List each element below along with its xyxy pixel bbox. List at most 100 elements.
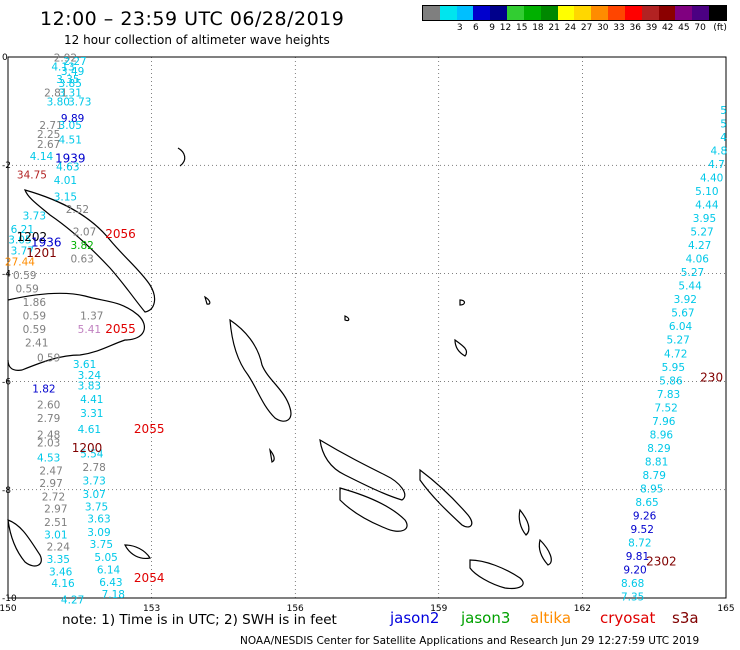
scale-swatch-15	[675, 6, 693, 20]
scale-swatch-10	[591, 6, 609, 20]
wave-height-value: 3.01	[44, 529, 67, 541]
wave-height-value: 4.16	[51, 578, 75, 590]
wave-height-value: 5.27	[681, 267, 704, 279]
scale-label-3: 12	[499, 23, 512, 33]
wave-height-value: 2.03	[37, 438, 60, 450]
wave-height-value: 5.54	[80, 448, 104, 460]
wave-height-value: 2.78	[82, 462, 105, 474]
wave-height-value: 2.67	[37, 139, 60, 151]
wave-height-value: 5.10	[695, 186, 718, 198]
y-tick-label: -10	[2, 594, 17, 604]
scale-label-0: 3	[456, 23, 463, 33]
scale-label-11: 36	[629, 23, 641, 33]
wave-height-value: 4.72	[664, 348, 687, 360]
wave-height-value: 3.75	[85, 501, 108, 513]
wave-height-value: 1.86	[23, 297, 47, 309]
track-time-label: 2054	[134, 571, 165, 585]
wave-height-value: 2.92	[54, 52, 77, 64]
legend-cryosat: cryosat	[600, 609, 656, 627]
y-tick-label: -4	[2, 269, 11, 279]
coastline-small-island	[538, 538, 552, 566]
wave-height-value: 3.92	[674, 294, 697, 306]
track-time-label: 2302	[646, 555, 677, 569]
coastline-small-island	[459, 299, 466, 306]
wave-height-value: 2.27	[63, 56, 86, 68]
coastline-santa-isabel	[319, 438, 406, 501]
y-tick-label: -2	[2, 161, 11, 171]
scale-swatch-6	[523, 6, 541, 20]
wave-height-value: 2.41	[25, 337, 48, 349]
wave-height-value: 2.51	[44, 517, 67, 529]
wave-height-value: 7.18	[102, 589, 125, 601]
wave-height-value: 1.82	[32, 383, 55, 395]
wave-height-value: 2.47	[39, 466, 62, 478]
track-time-label: 230	[700, 371, 723, 385]
wave-height-value: 5.86	[659, 375, 683, 387]
wave-height-value: 3.80	[47, 97, 70, 109]
scale-swatch-1	[439, 6, 457, 20]
wave-height-value: 4.8	[710, 145, 727, 157]
wave-height-value: 3.75	[90, 539, 113, 551]
wave-height-value: 7.52	[654, 402, 677, 414]
coastline-small-island	[177, 147, 186, 167]
scale-label-6: 21	[548, 23, 560, 33]
scale-swatch-4	[490, 6, 508, 20]
wave-height-value: 3.49	[61, 66, 84, 78]
wave-height-values: 2.922.274.133.493.353.852.813.313.803.73…	[5, 52, 727, 606]
scale-label-8: 27	[580, 23, 593, 33]
coastline-small-island	[7, 519, 42, 567]
scale-label-14: 45	[678, 23, 690, 33]
wave-height-value: 4	[720, 132, 727, 144]
track-time-label: 1202	[17, 230, 48, 244]
wave-height-value: 3.77	[11, 245, 34, 257]
wave-height-value: 2.07	[73, 227, 96, 239]
wave-height-value: 3.63	[87, 513, 110, 525]
wave-height-value: 9.26	[633, 511, 657, 523]
wave-height-value: 4.41	[80, 394, 103, 406]
wave-height-value: 2.25	[37, 129, 60, 141]
scale-label-2: 9	[489, 23, 495, 33]
track-time-label: 2056	[105, 227, 136, 241]
color-scale-bar	[422, 5, 727, 21]
wave-height-value: 3.73	[23, 210, 46, 222]
scale-label-1: 6	[473, 23, 479, 33]
wave-height-value: 5.67	[671, 308, 694, 320]
wave-height-value: 3.46	[49, 566, 73, 578]
wave-height-value: 34.75	[17, 170, 47, 182]
wave-height-value: 3.24	[78, 370, 102, 382]
wave-height-value: 6.21	[11, 224, 34, 236]
wave-height-value: 6.04	[669, 321, 693, 333]
units-note: note: 1) Time is in UTC; 2) SWH is in fe…	[62, 612, 337, 628]
track-time-label: 1201	[26, 246, 57, 260]
wave-height-value: 9.52	[631, 524, 654, 536]
coastline-small-island	[269, 447, 275, 463]
wave-height-value: 5	[720, 118, 727, 130]
scale-label-7: 24	[564, 23, 577, 33]
wave-height-value: 3.31	[80, 408, 103, 420]
track-time-label: 2055	[134, 422, 165, 436]
wave-height-value: 3.09	[87, 527, 110, 539]
scale-label-5: 18	[532, 23, 544, 33]
wave-height-value: 3.85	[59, 78, 82, 90]
credit-line: NOAA/NESDIS Center for Satellite Applica…	[240, 635, 700, 647]
wave-height-value: 8.81	[645, 456, 668, 468]
scale-swatch-8	[557, 6, 575, 20]
track-time-label: 1936	[31, 235, 62, 249]
x-tick-label: 150	[0, 604, 17, 614]
scale-label-10: 33	[613, 23, 625, 33]
wave-height-value: 4.01	[54, 175, 77, 187]
y-tick-label: -8	[2, 486, 11, 496]
wave-height-value: 3.82	[70, 240, 93, 252]
wave-height-value: 7.96	[652, 416, 676, 428]
scale-swatch-5	[507, 6, 524, 20]
coastline-small-island	[454, 338, 468, 357]
wave-height-value: 4.44	[695, 199, 719, 211]
wave-height-value: 4.13	[51, 62, 74, 74]
wave-height-value: 4.40	[700, 172, 723, 184]
wave-height-value: 4.27	[688, 240, 711, 252]
scale-swatch-16	[692, 6, 710, 20]
track-time-labels: 1939120219361201205620552055120020542302…	[17, 151, 723, 584]
wave-height-value: 4.06	[686, 254, 710, 266]
track-time-label: 2055	[105, 322, 136, 336]
